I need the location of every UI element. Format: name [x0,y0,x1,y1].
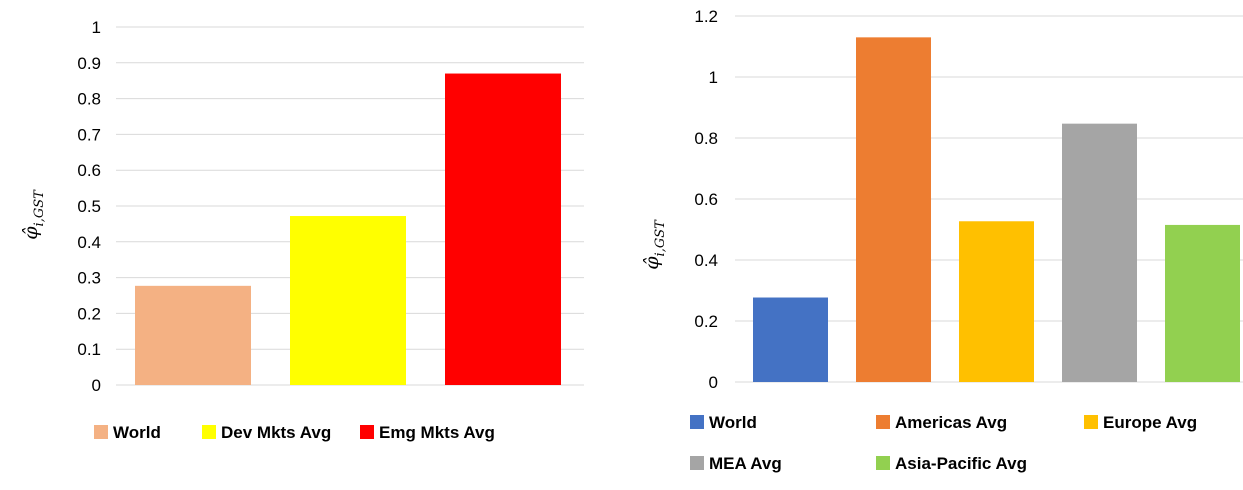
legend-swatch [360,425,374,439]
y-tick-label: 0.9 [77,54,101,73]
legend-swatch [690,415,704,429]
bar-world [135,285,251,385]
y-tick-label: 0.5 [77,197,101,216]
legend-label: Europe Avg [1103,413,1197,432]
legend-label: Americas Avg [895,413,1007,432]
legend-label: World [709,413,757,432]
legend-label: Dev Mkts Avg [221,423,331,442]
y-tick-label: 0.7 [77,125,101,144]
legend-label: MEA Avg [709,454,782,473]
y-tick-label: 1.2 [694,7,718,26]
y-tick-label: 0.2 [77,304,101,323]
y-axis-label-symbol: φ̂ [20,226,42,240]
y-tick-label: 1 [92,18,101,37]
legend-label: World [113,423,161,442]
legend-swatch [1084,415,1098,429]
bar-emg-mkts-avg [445,73,561,385]
y-axis-label-symbol: φ̂ [641,256,663,270]
y-axis-label: φ̂i,GST [641,219,668,270]
y-tick-label: 0 [92,376,101,395]
legend-item-asia-pacific-avg: Asia-Pacific Avg [876,454,1027,473]
legend-label: Asia-Pacific Avg [895,454,1027,473]
legend-item-emg-mkts-avg: Emg Mkts Avg [360,423,495,442]
y-tick-label: 0.2 [694,312,718,331]
legend-item-dev-mkts-avg: Dev Mkts Avg [202,423,331,442]
y-axis-label-subscript: i,GST [32,189,47,227]
legend-item-mea-avg: MEA Avg [690,454,782,473]
bar-europe-avg [959,221,1034,382]
chart-regional-groups: 0 0.1 0.2 0.3 0.4 0.5 0.6 0.7 0.8 0.9 1 φ̂i,GST Worl… [20,18,584,442]
bar-americas-avg [856,37,931,382]
legend-swatch [94,425,108,439]
legend-item-europe-avg: Europe Avg [1084,413,1197,432]
y-tick-label: 0.4 [77,233,101,252]
bar-asia-pacific-avg [1165,224,1240,382]
legend-swatch [876,415,890,429]
bar-world [753,297,828,382]
y-tick-label: 0.3 [77,269,101,288]
legend-item-americas-avg: Americas Avg [876,413,1007,432]
y-tick-label: 0.6 [77,161,101,180]
legend-label: Emg Mkts Avg [379,423,495,442]
y-tick-label: 0.8 [694,129,718,148]
y-axis-label: φ̂i,GST [20,189,47,240]
legend-item-world: World [94,423,161,442]
y-tick-label: 0 [709,373,718,392]
y-axis-label-subscript: i,GST [653,219,668,257]
chart-regions: 0 0.2 0.4 0.6 0.8 1 1.2 φ̂i,GST World Americas Av… [641,7,1243,473]
legend-swatch [876,456,890,470]
y-tick-label: 1 [709,68,718,87]
bar-mea-avg [1062,123,1137,382]
y-tick-label: 0.6 [694,190,718,209]
legend-swatch [202,425,216,439]
legend-item-world: World [690,413,757,432]
legend-swatch [690,456,704,470]
y-tick-label: 0.4 [694,251,718,270]
bar-dev-mkts-avg [290,216,406,385]
y-tick-label: 0.8 [77,90,101,109]
y-tick-label: 0.1 [77,340,101,359]
